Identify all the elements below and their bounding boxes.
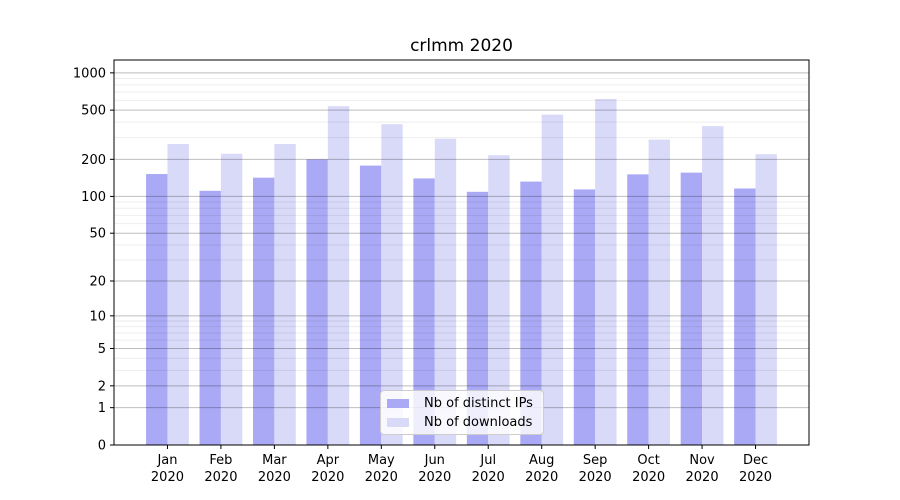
bar-downloads-aug: [541, 114, 564, 446]
legend: Nb of distinct IPs Nb of downloads: [380, 390, 544, 435]
bar-distinct-ips-sep: [573, 189, 596, 445]
x-tick-label-month: Mar: [262, 453, 287, 468]
x-tick-label-month: Jul: [479, 453, 496, 468]
legend-label-distinct-ips: Nb of distinct IPs: [424, 395, 533, 411]
y-tick-label: 10: [89, 309, 106, 324]
legend-swatch-distinct-ips: [387, 398, 409, 408]
x-tick-label-month: Sep: [583, 453, 608, 468]
bar-downloads-nov: [702, 126, 724, 446]
bar-distinct-ips-oct: [627, 174, 649, 445]
legend-label-downloads: Nb of downloads: [424, 414, 533, 430]
plot-border: [113, 59, 810, 446]
x-tick-label-month: May: [368, 453, 395, 468]
x-tick-label-month: Jan: [156, 453, 177, 468]
y-tick-label: 50: [89, 227, 106, 242]
bar-distinct-ips-dec: [734, 188, 756, 446]
legend-swatch-downloads: [387, 417, 409, 427]
bar-downloads-may: [381, 124, 403, 445]
x-tick-label-year: 2020: [258, 470, 291, 485]
y-tick-label: 20: [89, 275, 106, 290]
bar-downloads-feb: [220, 153, 243, 445]
bar-downloads-jan: [167, 144, 189, 445]
bar-distinct-ips-feb: [199, 190, 221, 445]
y-tick-label: 5: [98, 342, 106, 357]
x-tick-label-month: Oct: [637, 453, 659, 468]
bar-downloads-oct: [648, 139, 670, 445]
x-tick-label-year: 2020: [579, 470, 612, 485]
bar-downloads-jun: [434, 138, 457, 445]
x-tick-label-year: 2020: [472, 470, 505, 485]
bar-distinct-ips-jul: [466, 191, 489, 445]
y-tick-label: 500: [81, 104, 106, 119]
x-tick-label-month: Aug: [529, 453, 554, 468]
bar-downloads-sep: [595, 99, 617, 446]
bar-downloads-apr: [327, 106, 350, 445]
x-tick-label-year: 2020: [204, 470, 237, 485]
bar-downloads-mar: [274, 144, 296, 445]
bar-distinct-ips-may: [359, 165, 382, 445]
y-tick-label: 1: [98, 401, 106, 416]
x-tick-label-year: 2020: [365, 470, 398, 485]
bar-downloads-dec: [755, 154, 777, 445]
x-tick-label-year: 2020: [418, 470, 451, 485]
bar-distinct-ips-aug: [520, 181, 542, 445]
y-tick-label: 200: [81, 153, 106, 168]
x-tick-label-year: 2020: [525, 470, 558, 485]
bar-distinct-ips-jan: [146, 174, 168, 445]
x-tick-label-year: 2020: [151, 470, 184, 485]
bar-distinct-ips-jun: [413, 178, 435, 445]
bar-distinct-ips-nov: [680, 172, 703, 445]
y-tick-label: 100: [81, 190, 106, 205]
x-tick-label-month: Dec: [743, 453, 768, 468]
x-tick-label-year: 2020: [739, 470, 772, 485]
x-tick-label-year: 2020: [311, 470, 344, 485]
y-tick-label: 1000: [73, 66, 106, 81]
x-tick-label-month: Apr: [317, 453, 340, 468]
chart-title: crlmm 2020: [410, 36, 513, 56]
x-tick-label-month: Jun: [424, 453, 445, 468]
legend-item-distinct-ips: Nb of distinct IPs: [387, 395, 537, 411]
x-tick-label-year: 2020: [632, 470, 665, 485]
bar-downloads-jul: [488, 155, 510, 445]
x-tick-label-month: Nov: [689, 453, 715, 468]
bar-distinct-ips-mar: [253, 177, 275, 445]
y-tick-label: 0: [98, 439, 106, 454]
legend-item-downloads: Nb of downloads: [387, 414, 537, 430]
bar-distinct-ips-apr: [306, 159, 328, 446]
y-tick-label: 2: [98, 379, 106, 394]
x-tick-label-year: 2020: [686, 470, 719, 485]
x-tick-label-month: Feb: [209, 453, 232, 468]
